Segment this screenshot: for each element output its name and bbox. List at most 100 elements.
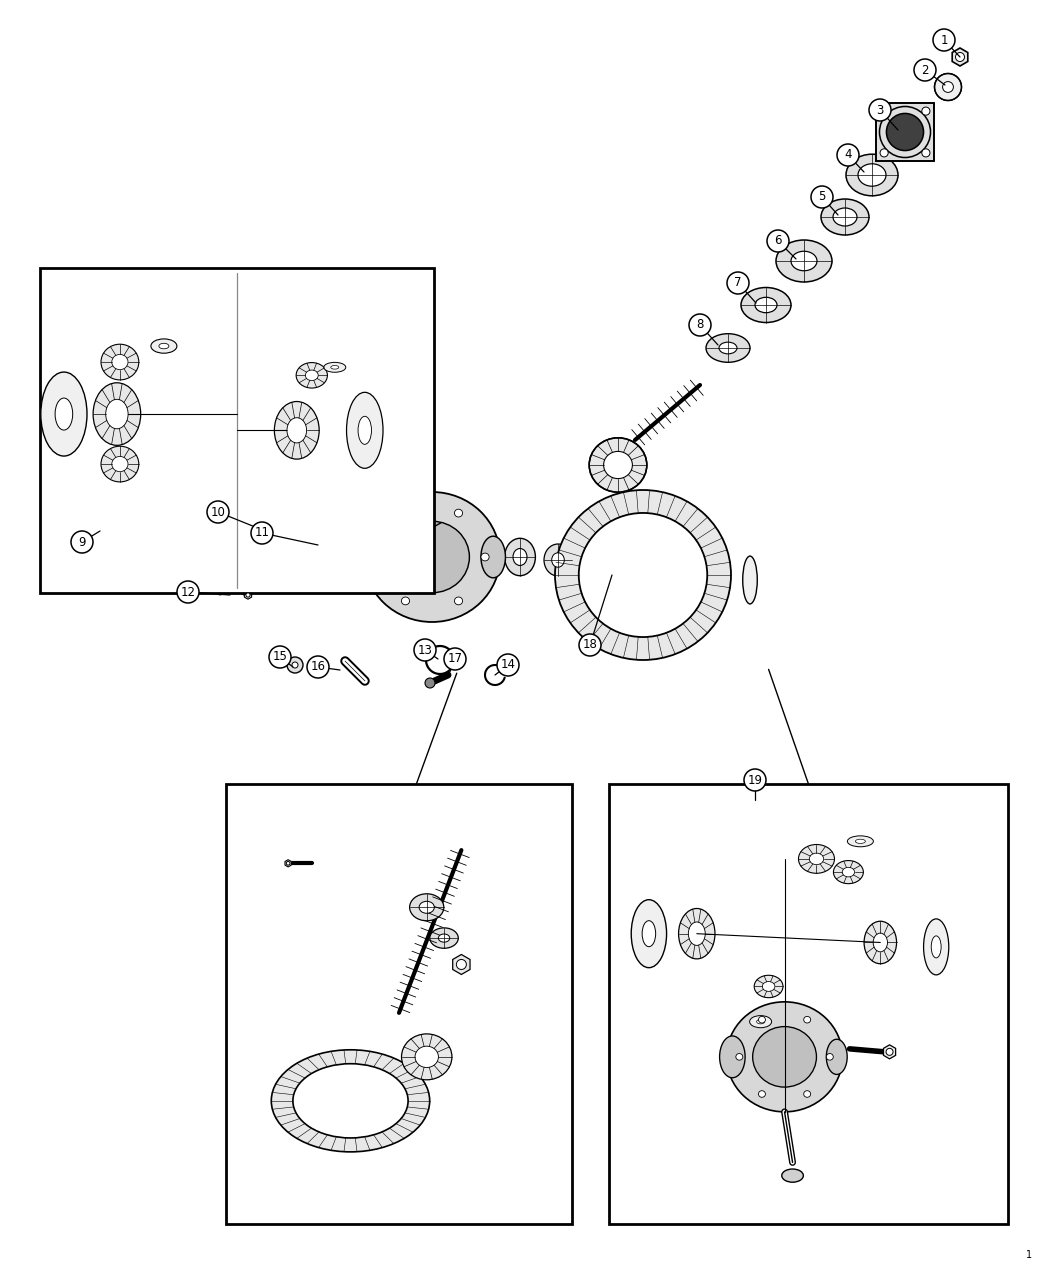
Circle shape (689, 314, 711, 337)
Ellipse shape (803, 1016, 811, 1023)
Ellipse shape (457, 960, 466, 969)
Ellipse shape (55, 398, 72, 430)
Circle shape (579, 634, 601, 657)
Ellipse shape (753, 1026, 817, 1088)
Ellipse shape (455, 509, 463, 516)
Ellipse shape (364, 492, 500, 622)
Circle shape (71, 530, 93, 553)
Ellipse shape (356, 532, 385, 581)
Text: 17: 17 (447, 653, 462, 666)
Ellipse shape (415, 1047, 439, 1067)
Text: 11: 11 (254, 527, 270, 539)
Circle shape (766, 230, 789, 252)
Ellipse shape (101, 446, 139, 482)
Ellipse shape (438, 935, 449, 942)
Ellipse shape (755, 297, 777, 312)
Ellipse shape (803, 1090, 811, 1098)
Ellipse shape (287, 862, 290, 866)
Ellipse shape (401, 597, 410, 604)
Ellipse shape (604, 451, 632, 478)
Ellipse shape (798, 844, 835, 873)
Ellipse shape (401, 509, 410, 516)
Ellipse shape (306, 370, 318, 380)
Bar (876, 103, 934, 161)
Ellipse shape (544, 544, 572, 576)
Ellipse shape (826, 1053, 834, 1060)
Ellipse shape (337, 546, 353, 565)
Text: 9: 9 (79, 536, 86, 548)
Ellipse shape (847, 836, 874, 847)
Ellipse shape (101, 344, 139, 380)
Ellipse shape (834, 861, 863, 884)
Ellipse shape (762, 982, 775, 992)
Ellipse shape (934, 74, 962, 101)
Ellipse shape (111, 354, 128, 370)
Text: 8: 8 (696, 319, 704, 332)
Ellipse shape (757, 1020, 764, 1024)
Ellipse shape (274, 402, 319, 459)
Ellipse shape (505, 538, 536, 576)
Circle shape (444, 648, 466, 669)
Ellipse shape (742, 556, 757, 604)
Ellipse shape (880, 149, 888, 157)
Ellipse shape (106, 399, 128, 428)
Ellipse shape (358, 417, 372, 444)
Ellipse shape (886, 113, 924, 150)
Ellipse shape (924, 919, 949, 975)
Text: 10: 10 (211, 505, 226, 519)
Ellipse shape (689, 922, 706, 945)
Polygon shape (883, 1044, 896, 1058)
Circle shape (914, 59, 936, 82)
Polygon shape (952, 48, 968, 66)
Text: 4: 4 (844, 148, 852, 162)
Ellipse shape (846, 154, 898, 196)
Circle shape (727, 272, 749, 295)
Bar (226, 784, 572, 1224)
Ellipse shape (264, 523, 306, 580)
Circle shape (269, 646, 291, 668)
Ellipse shape (874, 933, 887, 952)
Ellipse shape (776, 240, 832, 282)
Circle shape (869, 99, 891, 121)
Ellipse shape (931, 936, 941, 958)
Ellipse shape (93, 382, 141, 445)
Ellipse shape (287, 418, 307, 442)
Ellipse shape (758, 1016, 765, 1023)
Ellipse shape (287, 657, 303, 673)
Circle shape (177, 581, 200, 603)
Circle shape (811, 186, 833, 208)
Text: 1: 1 (940, 33, 948, 46)
Ellipse shape (864, 922, 897, 964)
Text: 14: 14 (501, 658, 516, 672)
Ellipse shape (481, 537, 505, 578)
Polygon shape (453, 955, 470, 974)
Text: 12: 12 (181, 585, 195, 598)
Circle shape (207, 501, 229, 523)
Ellipse shape (631, 900, 667, 968)
Ellipse shape (678, 909, 715, 959)
Ellipse shape (791, 251, 817, 270)
Ellipse shape (943, 82, 953, 92)
Ellipse shape (111, 456, 128, 472)
Ellipse shape (425, 678, 435, 689)
Ellipse shape (331, 366, 339, 370)
Circle shape (744, 769, 766, 790)
Ellipse shape (706, 334, 750, 362)
Ellipse shape (589, 437, 647, 492)
Ellipse shape (275, 538, 295, 565)
Ellipse shape (842, 867, 855, 877)
Ellipse shape (346, 393, 383, 468)
Ellipse shape (856, 839, 865, 843)
Ellipse shape (419, 901, 435, 913)
Ellipse shape (429, 928, 458, 949)
Ellipse shape (810, 853, 823, 864)
Ellipse shape (754, 975, 783, 997)
Ellipse shape (455, 597, 463, 604)
Ellipse shape (395, 521, 469, 593)
Ellipse shape (821, 199, 869, 235)
Text: 3: 3 (877, 103, 884, 116)
Text: 13: 13 (418, 644, 433, 657)
Circle shape (837, 144, 859, 166)
Circle shape (251, 521, 273, 544)
Text: 7: 7 (734, 277, 741, 289)
